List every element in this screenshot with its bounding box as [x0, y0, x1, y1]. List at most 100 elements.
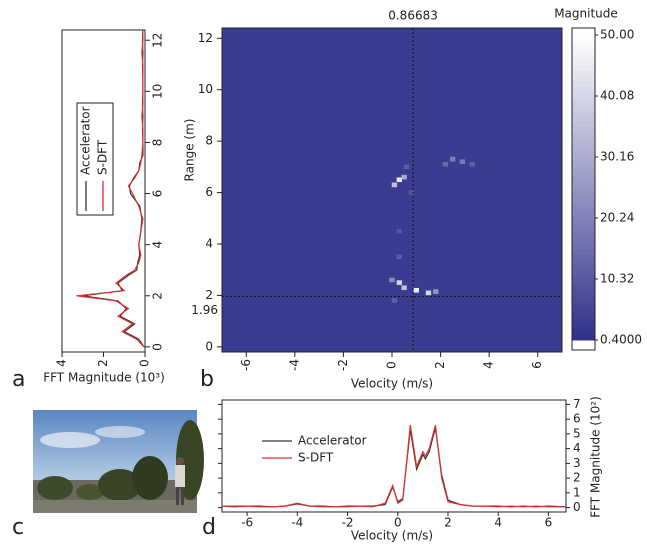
- colorbar-tick-label: 20.24: [600, 211, 634, 225]
- colorbar-step: [572, 212, 595, 219]
- colorbar-step: [572, 120, 595, 127]
- y-tick-label: 8: [151, 139, 165, 147]
- x-tick-label: 0: [394, 516, 402, 530]
- y-tick-label: 8: [205, 134, 213, 148]
- heatmap-cell: [442, 161, 449, 167]
- data-line: [221, 427, 567, 508]
- colorbar-step: [572, 80, 595, 87]
- colorbar-step: [572, 192, 595, 199]
- y-tick-label: 12: [151, 33, 165, 48]
- y-tick-label: 0: [205, 339, 213, 353]
- x-tick-label: 6: [530, 361, 544, 369]
- heatmap-cell: [401, 285, 407, 291]
- colorbar-step: [572, 95, 595, 102]
- y-tick-label: 6: [205, 185, 213, 199]
- y-tick-label: 6: [151, 190, 165, 198]
- heatmap-cell: [391, 298, 398, 303]
- panel-letter: b: [200, 367, 214, 392]
- colorbar-step: [572, 141, 595, 148]
- y-axis-title: Range (m): [183, 119, 197, 182]
- y-tick-label: 3: [573, 456, 581, 470]
- heatmap-cell: [403, 164, 410, 170]
- y-tick-label: 4: [151, 241, 165, 249]
- colorbar-step: [572, 151, 595, 158]
- x-tick-label: 4: [494, 516, 502, 530]
- colorbar-step: [572, 156, 595, 163]
- heatmap-cell: [391, 182, 398, 188]
- colorbar-step: [572, 187, 595, 194]
- x-tick-label: 4: [482, 361, 496, 369]
- x-tick-label: 2: [433, 361, 447, 369]
- colorbar-step: [572, 232, 595, 239]
- colorbar-step: [572, 222, 595, 229]
- colorbar-step: [572, 273, 595, 280]
- legend-label: Accelerator: [298, 434, 367, 448]
- legend-label: S-DFT: [96, 139, 110, 175]
- colorbar-step: [572, 334, 595, 341]
- colorbar-step: [572, 197, 595, 204]
- heatmap-cell: [389, 277, 395, 283]
- x-tick-label: -6: [241, 516, 253, 530]
- x-tick-label: -6: [239, 359, 253, 371]
- x-axis-title: Velocity (m/s): [351, 529, 433, 543]
- heatmap-cell: [413, 287, 419, 293]
- x-tick-label: -4: [287, 359, 301, 371]
- colorbar-step: [572, 242, 595, 249]
- y-tick-label: 10: [198, 82, 213, 96]
- colorbar-step: [572, 202, 595, 209]
- colorbar-step: [572, 227, 595, 234]
- panel-letter: c: [12, 515, 24, 540]
- colorbar-tick-label: 10.32: [600, 272, 634, 286]
- panel-letter: a: [12, 367, 25, 392]
- x-tick-label: 2: [444, 516, 452, 530]
- colorbar-step: [572, 263, 595, 270]
- photo: [33, 410, 204, 513]
- colorbar-step: [572, 70, 595, 77]
- heatmap-cell: [433, 289, 439, 294]
- heatmap-cell: [396, 177, 402, 183]
- x-tick-label: 6: [545, 516, 553, 530]
- colorbar-step: [572, 288, 595, 295]
- y-tick-label: 4: [573, 441, 581, 455]
- heatmap-background: [222, 28, 562, 352]
- colorbar-step: [572, 171, 595, 178]
- data-line: [76, 30, 145, 348]
- data-line: [222, 424, 566, 508]
- colorbar-step: [572, 49, 595, 56]
- colorbar-step: [572, 181, 595, 188]
- y-tick-label: 6: [573, 412, 581, 426]
- legend-label: Accelerator: [79, 106, 93, 175]
- colorbar-step: [572, 39, 595, 46]
- heatmap-cell: [401, 174, 407, 180]
- heatmap-cell: [396, 280, 402, 285]
- colorbar-step: [572, 303, 595, 310]
- legend-box: [76, 102, 114, 216]
- x-axis-title: Velocity (m/s): [351, 377, 433, 391]
- colorbar-step: [572, 293, 595, 300]
- y-tick-label: 2: [205, 288, 213, 302]
- colorbar-step: [572, 309, 595, 316]
- heatmap-cell: [450, 156, 456, 162]
- colorbar-title: Magnitude: [554, 7, 618, 21]
- y-tick-label: 0: [573, 500, 581, 514]
- colorbar-step: [572, 237, 595, 244]
- colorbar-step: [572, 248, 595, 255]
- colorbar-tick-label: 40.08: [600, 89, 634, 103]
- colorbar-step: [572, 217, 595, 224]
- colorbar-step: [572, 136, 595, 143]
- colorbar-step: [572, 166, 595, 173]
- crosshair-y-label: 1.96: [191, 303, 218, 317]
- colorbar-step: [572, 65, 595, 72]
- x-tick-label: -4: [291, 516, 303, 530]
- heatmap-cell: [459, 159, 466, 165]
- colorbar-step: [572, 110, 595, 117]
- heatmap-cell: [425, 290, 432, 296]
- x-axis-title: FFT Magnitude (10³): [43, 371, 165, 385]
- y-tick-label: 2: [573, 471, 581, 485]
- colorbar-step: [572, 283, 595, 290]
- colorbar-step: [572, 314, 595, 321]
- colorbar-step: [572, 324, 595, 331]
- y-tick-label: 12: [198, 31, 213, 45]
